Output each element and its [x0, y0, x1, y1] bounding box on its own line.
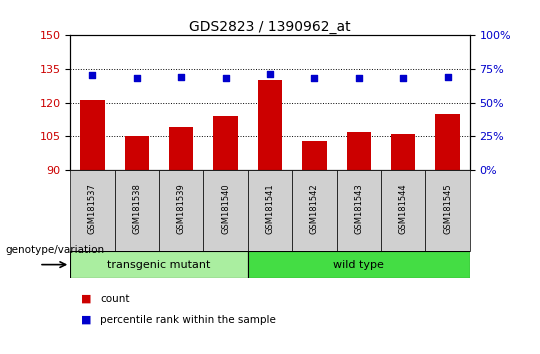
- Point: [132, 75, 141, 81]
- Text: GSM181543: GSM181543: [354, 184, 363, 234]
- Bar: [159, 170, 204, 251]
- Bar: [70, 251, 248, 278]
- Bar: [70, 170, 114, 251]
- Text: GSM181545: GSM181545: [443, 184, 452, 234]
- Bar: [292, 170, 336, 251]
- Text: GSM181542: GSM181542: [310, 184, 319, 234]
- Point: [177, 74, 186, 80]
- Bar: [347, 132, 371, 170]
- Text: transgenic mutant: transgenic mutant: [107, 259, 211, 270]
- Bar: [125, 136, 149, 170]
- Text: GSM181541: GSM181541: [266, 184, 274, 234]
- Bar: [258, 80, 282, 170]
- Bar: [213, 116, 238, 170]
- Point: [266, 72, 274, 77]
- Text: GSM181544: GSM181544: [399, 184, 408, 234]
- Point: [443, 74, 452, 80]
- Bar: [80, 101, 105, 170]
- Point: [310, 76, 319, 81]
- Point: [354, 75, 363, 81]
- Point: [221, 75, 230, 81]
- Text: GSM181539: GSM181539: [177, 184, 186, 234]
- Text: count: count: [100, 294, 130, 304]
- Bar: [381, 170, 426, 251]
- Bar: [114, 170, 159, 251]
- Text: wild type: wild type: [333, 259, 384, 270]
- Bar: [204, 170, 248, 251]
- Text: GSM181537: GSM181537: [88, 184, 97, 234]
- Text: ■: ■: [81, 294, 91, 304]
- Text: GSM181540: GSM181540: [221, 184, 230, 234]
- Bar: [391, 134, 415, 170]
- Title: GDS2823 / 1390962_at: GDS2823 / 1390962_at: [189, 21, 351, 34]
- Text: genotype/variation: genotype/variation: [5, 245, 105, 256]
- Bar: [248, 170, 292, 251]
- Point: [399, 75, 408, 81]
- Text: percentile rank within the sample: percentile rank within the sample: [100, 315, 276, 325]
- Bar: [302, 141, 327, 170]
- Point: [88, 72, 97, 78]
- Bar: [248, 251, 470, 278]
- Bar: [336, 170, 381, 251]
- Bar: [426, 170, 470, 251]
- Text: GSM181538: GSM181538: [132, 184, 141, 234]
- Bar: [169, 127, 193, 170]
- Bar: [435, 114, 460, 170]
- Text: ■: ■: [81, 315, 91, 325]
